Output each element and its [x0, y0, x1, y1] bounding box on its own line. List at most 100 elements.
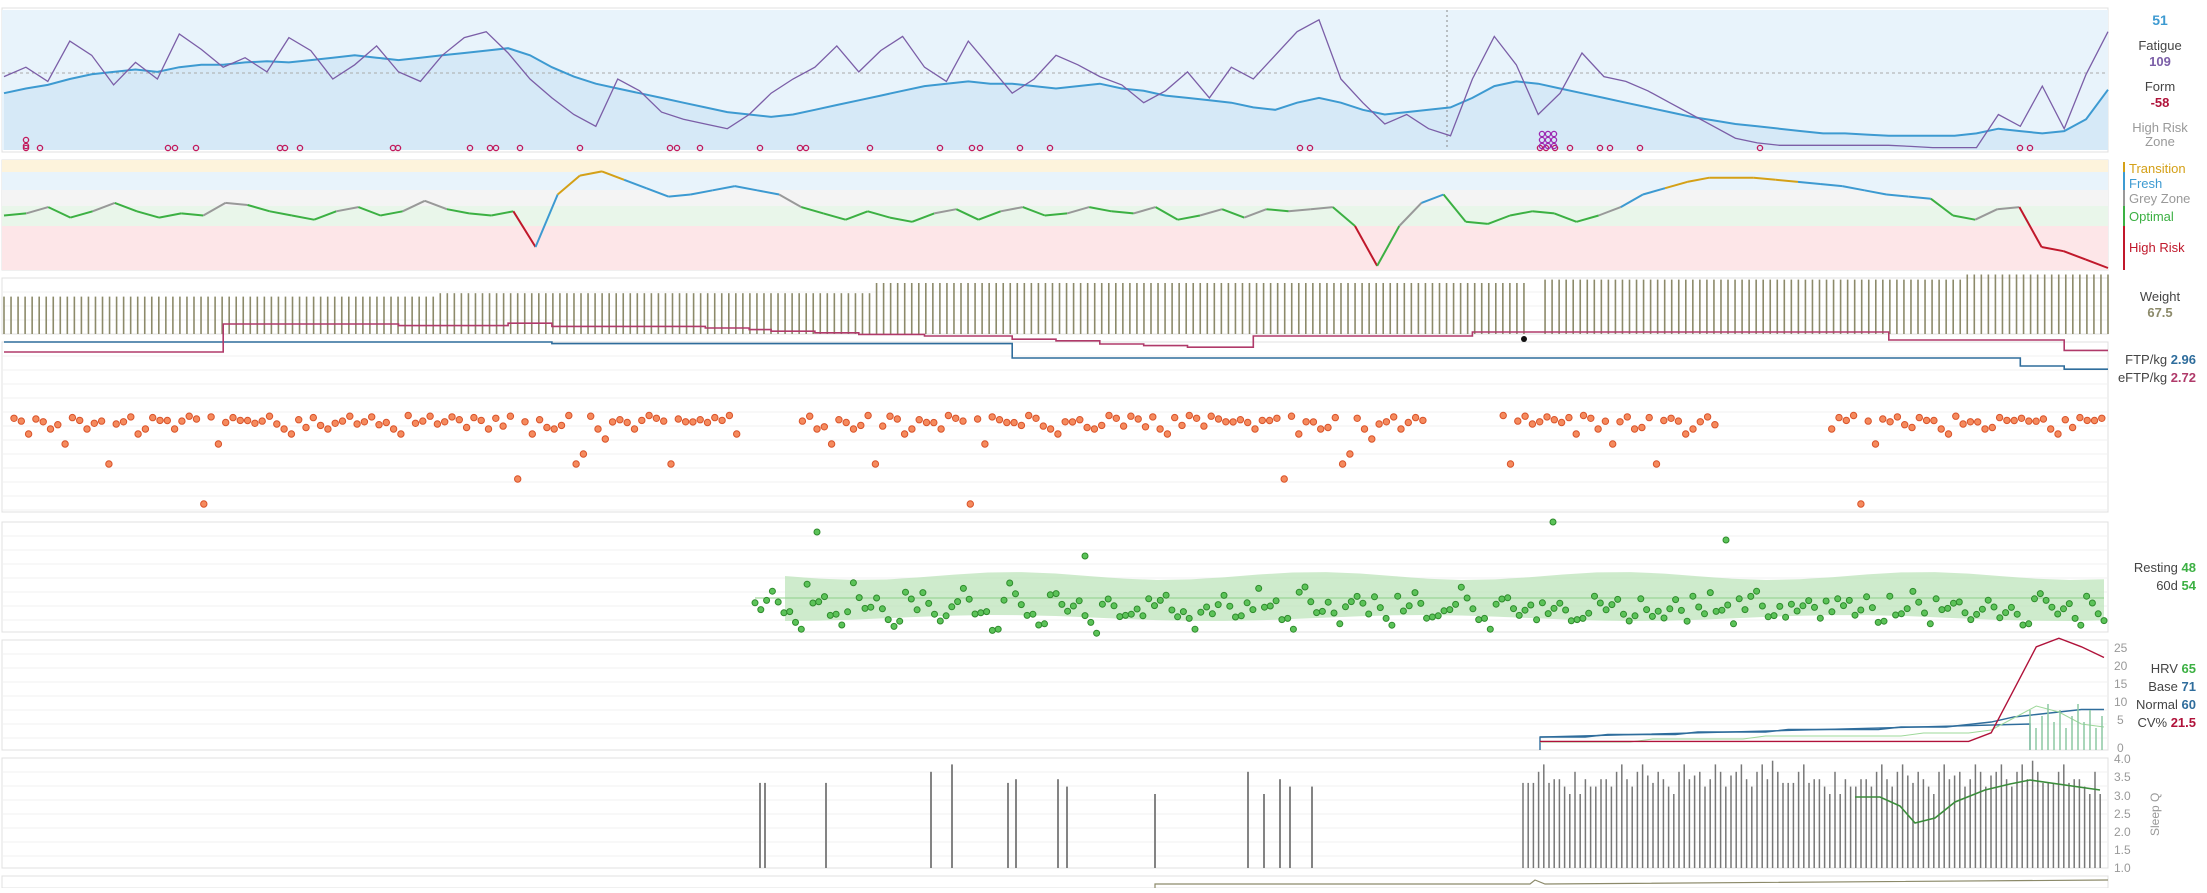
effort-dot	[273, 420, 281, 428]
resting-dot	[1347, 598, 1355, 606]
effort-dot	[718, 416, 726, 425]
resting-dot	[1874, 618, 1882, 626]
effort-dot	[492, 414, 500, 422]
effort-dot	[1696, 418, 1705, 426]
resting-dot	[1457, 583, 1465, 591]
resting-dot	[1770, 612, 1778, 620]
high-risk-marker	[1550, 130, 1558, 138]
form-segment	[181, 212, 204, 217]
resting-hr-panel[interactable]	[751, 518, 2108, 637]
effort-dot	[1638, 423, 1646, 432]
resting-dot	[1521, 606, 1529, 614]
resting-dot	[2025, 620, 2033, 628]
resting-dot	[1330, 609, 1338, 617]
hrv-value: 65	[2181, 661, 2196, 676]
resting-dot	[1973, 610, 1981, 618]
resting-dot	[1469, 605, 1477, 613]
effort-dot	[331, 419, 339, 427]
hrv-legend: HRV 65	[2100, 661, 2196, 676]
d60-label: 60d	[2156, 578, 2178, 593]
hrv-panel[interactable]	[1539, 637, 2105, 750]
effort-dot	[1594, 425, 1602, 433]
sleep-tick-1-5: 1.5	[2114, 843, 2131, 857]
effort-dot	[1944, 430, 1953, 438]
efforts-panel[interactable]	[10, 411, 2106, 508]
effort-dot	[207, 413, 215, 421]
effort-dot	[638, 416, 646, 425]
resting-dot	[884, 616, 892, 624]
form-segment	[823, 212, 846, 221]
form-segment	[867, 210, 891, 219]
effort-dot	[1893, 413, 1902, 421]
resting-dot	[1544, 610, 1552, 618]
form-segment	[1022, 206, 1046, 217]
resting-dot	[1423, 614, 1431, 622]
form-segment	[1221, 208, 1245, 219]
fitness-fatigue-panel[interactable]	[2, 10, 2109, 152]
resting-dot	[1764, 613, 1772, 621]
form-zones-panel[interactable]	[2, 160, 2125, 270]
eftp-label: eFTP/kg	[2117, 370, 2168, 385]
form-segment	[2018, 206, 2043, 248]
effort-dot	[1207, 412, 1215, 420]
form-segment	[1553, 212, 1577, 223]
resting-dot	[1828, 608, 1836, 616]
effort-dot	[97, 417, 106, 425]
form-segment	[1576, 214, 1599, 223]
resting-dot	[1295, 588, 1303, 596]
form-segment	[269, 210, 293, 217]
effort-dot	[1703, 413, 1712, 421]
zone-optimal-label: Optimal	[2129, 209, 2174, 224]
form-segment	[1620, 193, 1644, 208]
resting-dot	[1840, 602, 1847, 610]
resting-dot	[1880, 617, 1888, 625]
effort-dot	[944, 411, 953, 420]
effort-dot	[1346, 450, 1354, 458]
effort-dot	[1054, 430, 1062, 438]
resting-dot	[1139, 612, 1147, 620]
sleep-panel[interactable]	[759, 760, 2109, 888]
form-segment	[25, 206, 49, 215]
weight-panel[interactable]	[3, 274, 2109, 343]
eftp-legend: eFTP/kg 2.72	[2100, 370, 2196, 385]
form-segment	[579, 170, 603, 177]
resting-dot	[1550, 604, 1558, 612]
effort-dot	[893, 415, 901, 423]
ftp-label: FTP/kg	[2125, 352, 2168, 367]
resting-dot	[844, 608, 852, 616]
effort-dot	[1645, 413, 1653, 422]
resting-dot	[1666, 605, 1674, 613]
resting-dot	[2060, 605, 2067, 613]
effort-dot	[1995, 413, 2004, 422]
high-risk-marker	[576, 144, 584, 152]
resting-dot	[1718, 606, 1726, 614]
effort-dot	[572, 460, 580, 468]
form-segment	[1819, 183, 1843, 188]
resting-value: 48	[2181, 560, 2196, 575]
ftp-panel[interactable]	[4, 322, 2108, 370]
high-risk-marker	[1636, 144, 1644, 152]
resting-dot	[1967, 616, 1975, 624]
effort-dot	[1017, 421, 1026, 430]
effort-dot	[397, 430, 405, 438]
effort-dot	[543, 423, 551, 432]
resting-dot	[1093, 629, 1101, 637]
high-risk-marker	[296, 144, 304, 152]
resting-dot	[1133, 605, 1141, 613]
effort-dot	[1119, 422, 1128, 430]
resting-dot	[1730, 620, 1737, 628]
effort-dot	[185, 412, 193, 420]
sleep-tick-3-0: 3.0	[2114, 789, 2131, 803]
form-segment	[978, 210, 1001, 221]
resting-dot	[1255, 584, 1263, 592]
resting-dot	[1428, 613, 1436, 621]
sleep-axis-label: Sleep Q	[2148, 792, 2162, 836]
sleep-tick-2-0: 2.0	[2114, 825, 2131, 839]
effort-dot	[857, 421, 865, 430]
effort-dot	[2032, 417, 2040, 425]
resting-dot	[1261, 603, 1268, 611]
high-risk-zone-label-1: High Risk	[2132, 120, 2188, 135]
effort-dot	[1178, 421, 1186, 430]
effort-dot	[1287, 412, 1296, 420]
resting-dot	[1440, 607, 1448, 615]
